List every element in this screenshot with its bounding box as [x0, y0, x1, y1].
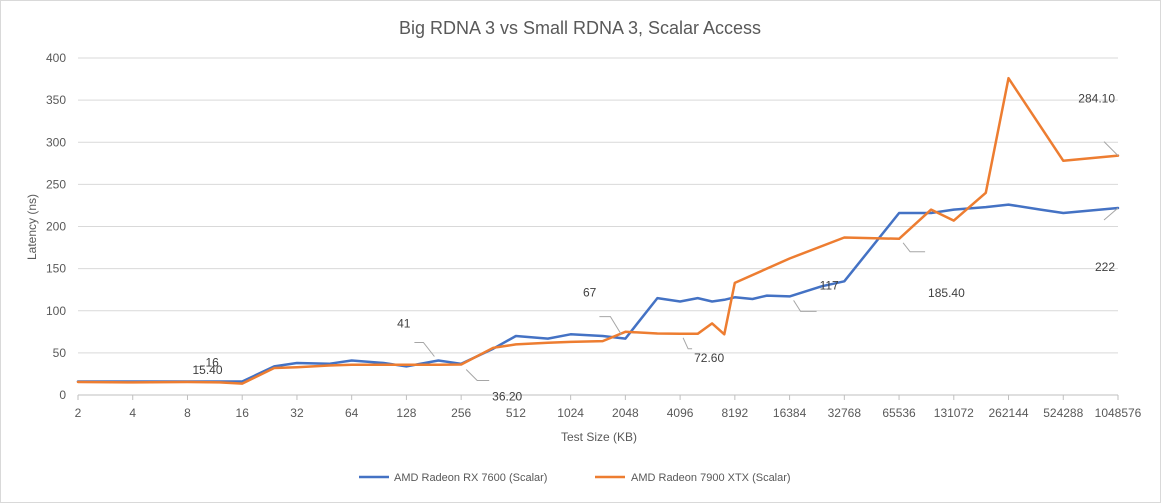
x-tick-label: 128	[396, 406, 416, 420]
data-label-leader	[599, 316, 622, 335]
y-tick-label: 200	[46, 220, 66, 234]
x-tick-label: 16	[236, 406, 250, 420]
data-label: 15.40	[192, 363, 222, 377]
y-tick-label: 250	[46, 177, 66, 191]
series-lines	[76, 76, 1120, 385]
x-tick-label: 512	[506, 406, 526, 420]
x-tick-label: 524288	[1043, 406, 1083, 420]
data-label-leader	[414, 342, 435, 357]
y-tick-label: 100	[46, 304, 66, 318]
x-tick-label: 65536	[882, 406, 916, 420]
data-label: 67	[583, 286, 597, 300]
data-label-leader	[1103, 207, 1119, 221]
y-axis-title: Latency (ns)	[25, 194, 39, 260]
data-label: 185.40	[928, 286, 965, 300]
x-tick-label: 64	[345, 406, 359, 420]
x-tick-label: 32768	[828, 406, 862, 420]
x-tick-label: 1024	[557, 406, 584, 420]
x-tick-label: 2	[75, 406, 82, 420]
data-label-leader	[902, 242, 926, 253]
x-tick-label: 4096	[667, 406, 694, 420]
x-tick-label: 4	[129, 406, 136, 420]
x-axis-title: Test Size (KB)	[561, 430, 637, 444]
legend[interactable]: AMD Radeon RX 7600 (Scalar) AMD Radeon 79…	[359, 472, 791, 484]
series-line-7900xtx	[76, 76, 1120, 385]
y-tick-label: 0	[59, 388, 66, 402]
data-label-leader	[682, 337, 693, 350]
legend-label[interactable]: AMD Radeon RX 7600 (Scalar)	[394, 472, 547, 484]
axes: 0 50 100 150 200 250 300 350 400 2 4 8 16 32 64 128 256 5…	[46, 51, 1142, 420]
x-tick-label: 2048	[612, 406, 639, 420]
y-tick-label: 300	[46, 135, 66, 149]
x-tick-label: 32	[290, 406, 304, 420]
data-label: 284.10	[1078, 92, 1115, 106]
legend-label[interactable]: AMD Radeon 7900 XTX (Scalar)	[631, 472, 791, 484]
data-label-leader	[793, 300, 817, 312]
data-label-leader	[465, 369, 490, 381]
data-label: 16	[205, 356, 219, 370]
x-tick-label: 8192	[721, 406, 748, 420]
x-tick-label: 131072	[934, 406, 974, 420]
y-tick-label: 400	[46, 51, 66, 65]
chart-title: Big RDNA 3 vs Small RDNA 3, Scalar Acces…	[399, 18, 761, 38]
data-label: 72.60	[694, 351, 724, 365]
data-label: 41	[397, 316, 411, 330]
x-tick-label: 8	[184, 406, 191, 420]
x-tick-label: 256	[451, 406, 471, 420]
x-tick-label: 16384	[773, 406, 807, 420]
x-tick-label: 1048576	[1095, 406, 1142, 420]
y-tick-label: 350	[46, 93, 66, 107]
data-label: 222	[1095, 260, 1115, 274]
x-tick-label: 262144	[989, 406, 1029, 420]
y-tick-label: 50	[53, 346, 67, 360]
gridlines	[78, 57, 1118, 354]
data-label: 117	[820, 278, 839, 292]
data-label: 36.20	[492, 390, 522, 404]
y-tick-label: 150	[46, 262, 66, 276]
data-label-leader	[1103, 141, 1119, 156]
